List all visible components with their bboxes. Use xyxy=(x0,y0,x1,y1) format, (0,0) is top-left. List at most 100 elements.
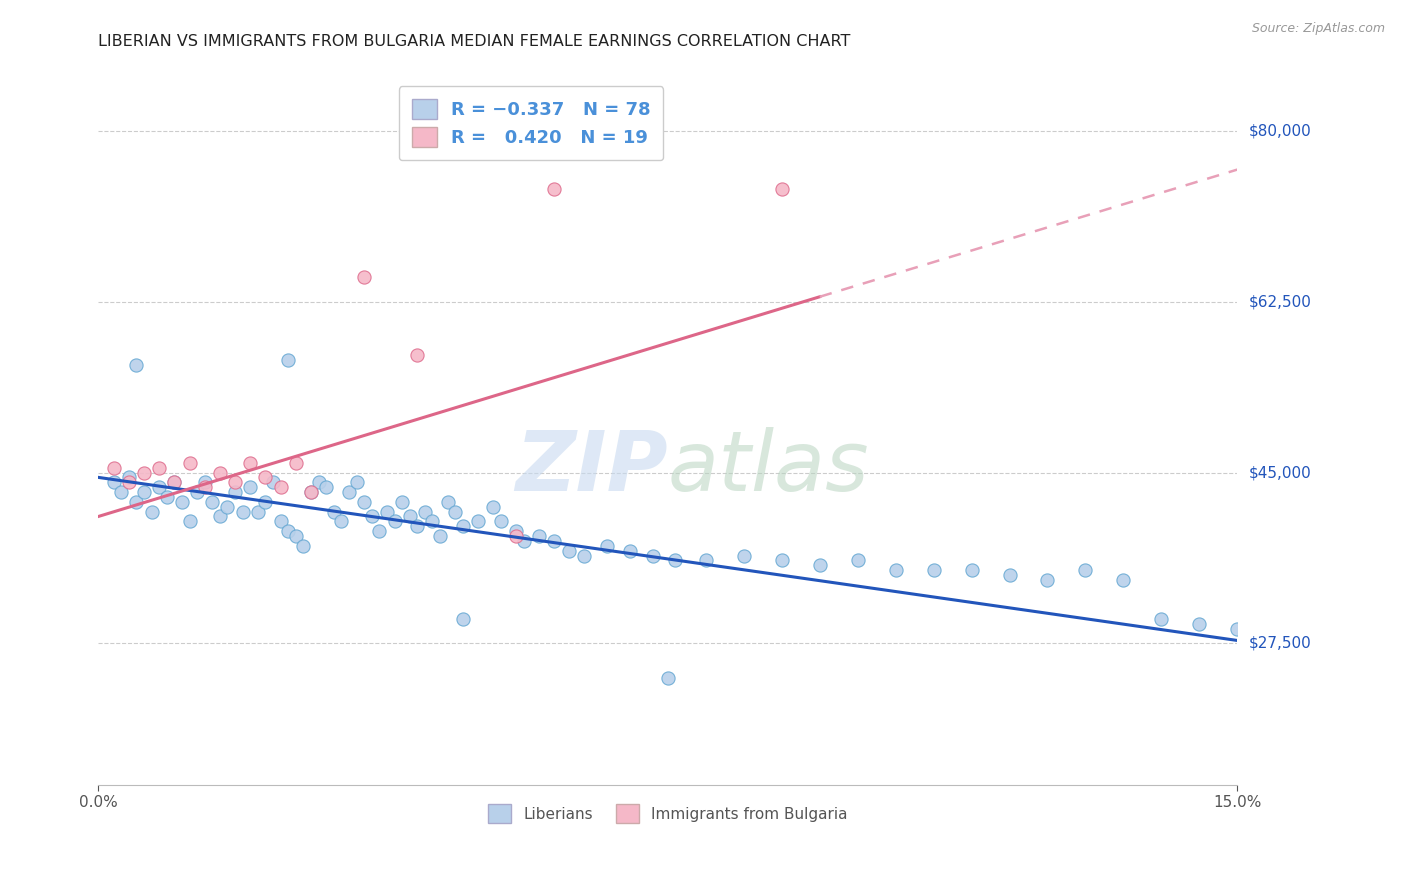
Point xyxy=(884,563,907,577)
Point xyxy=(299,485,322,500)
Point xyxy=(429,529,451,543)
Point xyxy=(163,475,186,490)
Point xyxy=(103,460,125,475)
Point xyxy=(451,519,474,533)
Point xyxy=(284,456,307,470)
Point xyxy=(239,456,262,470)
Point xyxy=(574,549,596,563)
Point xyxy=(337,485,360,500)
Point xyxy=(482,500,505,514)
Point xyxy=(1036,573,1059,587)
Point xyxy=(322,505,344,519)
Point xyxy=(132,485,155,500)
Text: LIBERIAN VS IMMIGRANTS FROM BULGARIA MEDIAN FEMALE EARNINGS CORRELATION CHART: LIBERIAN VS IMMIGRANTS FROM BULGARIA MED… xyxy=(98,34,851,49)
Point xyxy=(239,480,262,494)
Text: ZIP: ZIP xyxy=(515,426,668,508)
Point xyxy=(770,553,793,567)
Point xyxy=(179,456,201,470)
Point xyxy=(132,466,155,480)
Point xyxy=(118,470,141,484)
Point xyxy=(194,475,217,490)
Text: $80,000: $80,000 xyxy=(1249,123,1312,138)
Point xyxy=(998,568,1021,582)
Point xyxy=(103,475,125,490)
Point xyxy=(846,553,869,567)
Point xyxy=(141,505,163,519)
Point xyxy=(1112,573,1135,587)
Point xyxy=(148,480,170,494)
Point xyxy=(208,466,231,480)
Point xyxy=(664,553,686,567)
Point xyxy=(384,514,406,528)
Point xyxy=(657,671,679,685)
Point xyxy=(277,524,299,538)
Point xyxy=(156,490,179,504)
Point xyxy=(277,353,299,368)
Point xyxy=(505,529,527,543)
Point xyxy=(262,475,284,490)
Point xyxy=(353,495,375,509)
Point xyxy=(489,514,512,528)
Point xyxy=(125,358,148,372)
Point xyxy=(270,514,292,528)
Point xyxy=(194,480,217,494)
Point xyxy=(299,485,322,500)
Text: atlas: atlas xyxy=(668,426,869,508)
Point xyxy=(148,460,170,475)
Point xyxy=(422,514,444,528)
Point xyxy=(770,182,793,196)
Point xyxy=(254,495,277,509)
Point xyxy=(451,612,474,626)
Point xyxy=(270,480,292,494)
Point xyxy=(179,514,201,528)
Point xyxy=(505,524,527,538)
Point xyxy=(224,485,246,500)
Point xyxy=(254,470,277,484)
Point xyxy=(232,505,254,519)
Point xyxy=(512,533,534,548)
Point xyxy=(1150,612,1173,626)
Point xyxy=(224,475,246,490)
Point xyxy=(398,509,420,524)
Point xyxy=(170,495,193,509)
Point xyxy=(186,485,208,500)
Point xyxy=(543,533,565,548)
Point xyxy=(596,539,619,553)
Point xyxy=(330,514,353,528)
Point xyxy=(201,495,224,509)
Point xyxy=(558,543,581,558)
Point xyxy=(406,519,429,533)
Point xyxy=(413,505,436,519)
Point xyxy=(543,182,565,196)
Point xyxy=(436,495,458,509)
Point xyxy=(292,539,315,553)
Point xyxy=(1074,563,1097,577)
Point xyxy=(695,553,717,567)
Point xyxy=(406,348,429,362)
Text: $62,500: $62,500 xyxy=(1249,294,1312,310)
Point xyxy=(391,495,413,509)
Text: $45,000: $45,000 xyxy=(1249,465,1312,480)
Point xyxy=(368,524,391,538)
Point xyxy=(346,475,368,490)
Point xyxy=(208,509,231,524)
Point xyxy=(1188,616,1211,631)
Text: $27,500: $27,500 xyxy=(1249,636,1312,651)
Point xyxy=(1226,622,1249,636)
Point xyxy=(619,543,641,558)
Point xyxy=(125,495,148,509)
Point xyxy=(808,558,831,573)
Point xyxy=(163,475,186,490)
Legend: Liberians, Immigrants from Bulgaria: Liberians, Immigrants from Bulgaria xyxy=(477,792,859,835)
Point xyxy=(922,563,945,577)
Point xyxy=(960,563,983,577)
Point xyxy=(284,529,307,543)
Point xyxy=(527,529,550,543)
Point xyxy=(733,549,755,563)
Point xyxy=(467,514,489,528)
Point xyxy=(641,549,664,563)
Point xyxy=(110,485,132,500)
Point xyxy=(217,500,239,514)
Point xyxy=(375,505,398,519)
Point xyxy=(246,505,269,519)
